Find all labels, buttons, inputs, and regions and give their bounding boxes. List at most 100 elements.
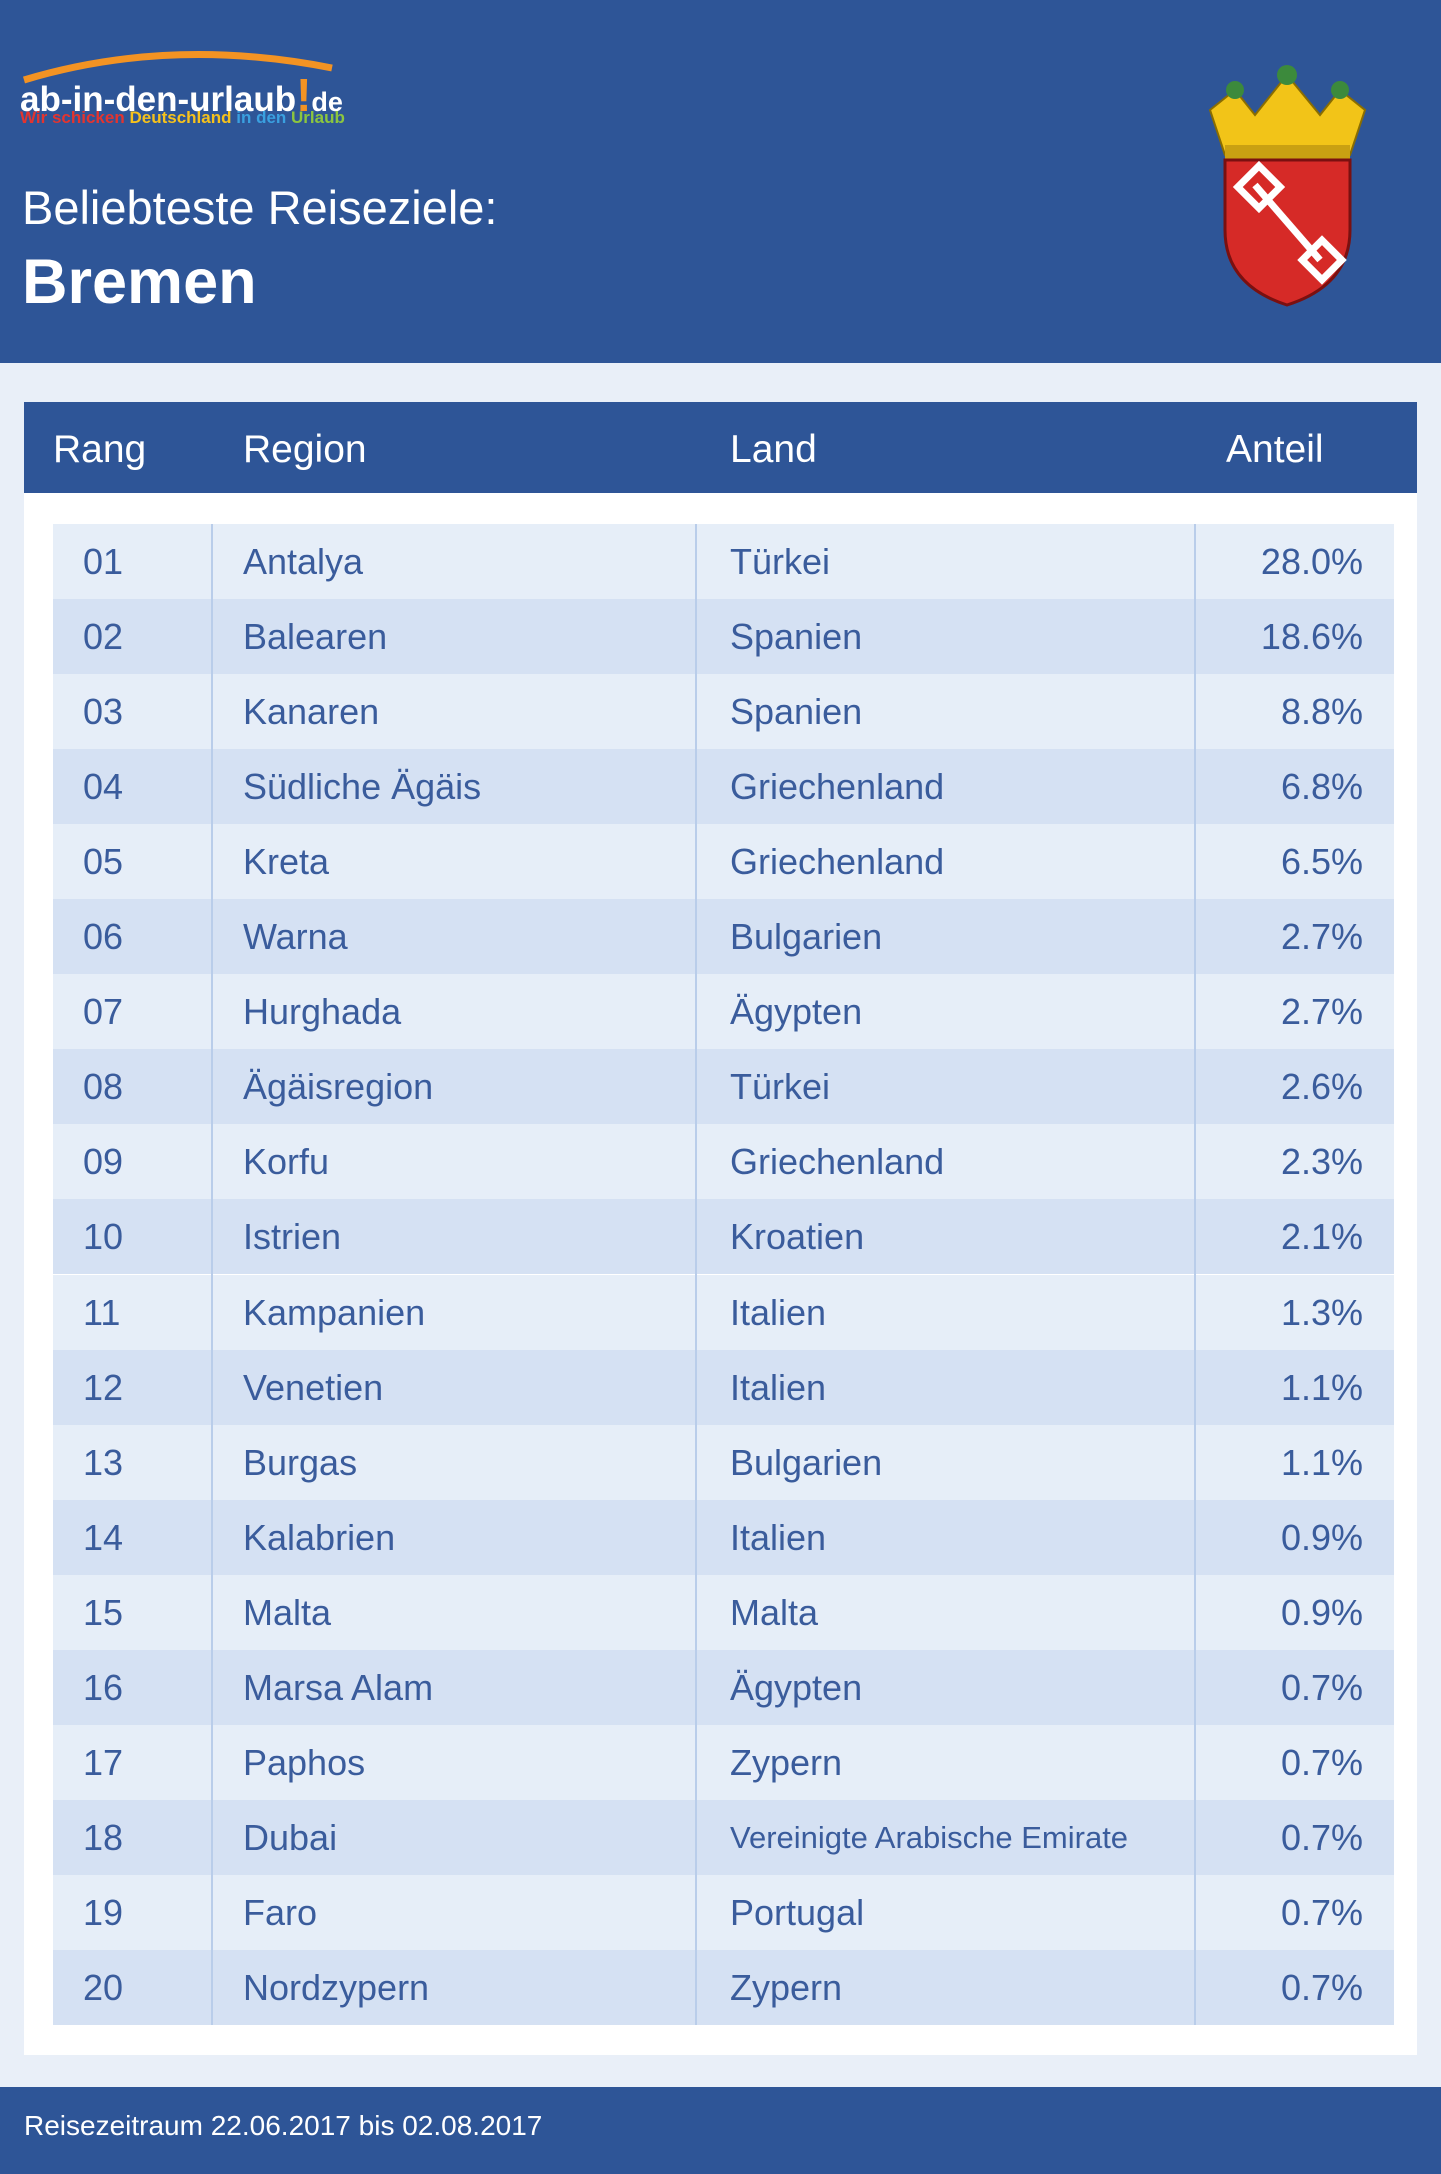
- rank: 08: [83, 1066, 124, 1108]
- logo-arc: [22, 51, 333, 84]
- column-header: Anteil: [1226, 428, 1324, 471]
- share: 2.7%: [1280, 916, 1363, 958]
- share: 18.6%: [1260, 616, 1363, 658]
- region: Ägäisregion: [243, 1066, 434, 1108]
- country: Kroatien: [730, 1216, 865, 1258]
- table-row: 03 Kanaren Spanien 8.8%: [53, 674, 1394, 750]
- region: Kalabrien: [243, 1516, 396, 1558]
- region: Hurghada: [243, 991, 402, 1033]
- country: Italien: [730, 1366, 827, 1408]
- region: Südliche Ägäis: [243, 766, 482, 808]
- region: Nordzypern: [243, 1966, 430, 2008]
- region: Burgas: [243, 1441, 358, 1483]
- rank: 13: [83, 1441, 124, 1483]
- region: Warna: [243, 916, 348, 958]
- tagline-part: Urlaub: [291, 108, 345, 127]
- share: 2.6%: [1280, 1066, 1363, 1108]
- share: 8.8%: [1280, 691, 1363, 733]
- rank: 05: [83, 841, 124, 883]
- country: Italien: [730, 1291, 827, 1333]
- table-row: 05 Kreta Griechenland 6.5%: [53, 824, 1394, 900]
- share: 0.9%: [1280, 1516, 1363, 1558]
- rank: 09: [83, 1141, 124, 1183]
- region: Balearen: [243, 616, 388, 658]
- country: Bulgarien: [730, 916, 883, 958]
- table-row: 07 Hurghada Ägypten 2.7%: [53, 974, 1394, 1050]
- table-header: [24, 402, 1417, 493]
- country: Malta: [730, 1591, 819, 1633]
- country: Zypern: [730, 1966, 843, 2008]
- region: Paphos: [243, 1741, 366, 1783]
- region: Kampanien: [243, 1291, 426, 1333]
- country: Spanien: [730, 616, 863, 658]
- table-row: 04 Südliche Ägäis Griechenland 6.8%: [53, 749, 1394, 825]
- logo-tagline: Wir schicken Deutschland in den Urlaub: [20, 108, 345, 128]
- table-row: 10 Istrien Kroatien 2.1%: [53, 1199, 1394, 1275]
- rank: 16: [83, 1666, 124, 1708]
- rank: 15: [83, 1591, 124, 1633]
- country: Ägypten: [730, 991, 863, 1033]
- region: Venetien: [243, 1366, 384, 1408]
- rank: 19: [83, 1891, 124, 1933]
- country: Türkei: [730, 1066, 831, 1108]
- country: Bulgarien: [730, 1441, 883, 1483]
- country: Spanien: [730, 691, 863, 733]
- table-row: 19 Faro Portugal 0.7%: [53, 1874, 1394, 1950]
- region: Istrien: [243, 1216, 342, 1258]
- region: Dubai: [243, 1816, 338, 1858]
- share: 6.8%: [1280, 766, 1363, 808]
- table-row: 13 Burgas Bulgarien 1.1%: [53, 1424, 1394, 1500]
- column-header: Rang: [53, 428, 147, 471]
- table-row: 20 Nordzypern Zypern 0.7%: [53, 1949, 1394, 2025]
- rank: 03: [83, 691, 124, 733]
- region: Korfu: [243, 1141, 330, 1183]
- share: 0.7%: [1280, 1891, 1363, 1933]
- table-row: 17 Paphos Zypern 0.7%: [53, 1724, 1394, 1800]
- rank: 06: [83, 916, 124, 958]
- rank: 01: [83, 541, 124, 582]
- share: 0.7%: [1280, 1741, 1363, 1783]
- country: Griechenland: [730, 1141, 945, 1183]
- country: Türkei: [730, 541, 831, 582]
- tagline-part: in den: [236, 108, 287, 127]
- column-separator: [695, 524, 697, 2025]
- title: Bremen: [22, 247, 257, 317]
- rank: 17: [83, 1741, 124, 1783]
- footer-text: Reisezeitraum 22.06.2017 bis 02.08.2017: [24, 2110, 543, 2141]
- region: Kreta: [243, 841, 330, 883]
- share: 1.1%: [1280, 1366, 1363, 1408]
- rank: 12: [83, 1366, 124, 1408]
- country: Griechenland: [730, 841, 945, 883]
- rank: 11: [83, 1291, 121, 1333]
- country: Italien: [730, 1516, 827, 1558]
- rank: 18: [83, 1816, 124, 1858]
- table-row: 12 Venetien Italien 1.1%: [53, 1349, 1394, 1425]
- column-separator: [1194, 524, 1196, 2025]
- table-row: 15 Malta Malta 0.9%: [53, 1574, 1394, 1650]
- share: 0.9%: [1280, 1591, 1363, 1633]
- share: 0.7%: [1280, 1966, 1363, 2008]
- logo-name: ab-in-den-urlaub: [20, 80, 297, 119]
- country: Portugal: [730, 1891, 865, 1933]
- logo-mark: !: [296, 69, 312, 121]
- share: 28.0%: [1260, 541, 1363, 582]
- region: Marsa Alam: [243, 1666, 434, 1708]
- share: 2.1%: [1280, 1216, 1363, 1258]
- country: Griechenland: [730, 766, 945, 808]
- table-row: 06 Warna Bulgarien 2.7%: [53, 899, 1394, 975]
- share: 6.5%: [1280, 841, 1363, 883]
- rank: 14: [83, 1516, 124, 1558]
- logo-domain: de: [311, 87, 343, 117]
- country: Zypern: [730, 1741, 843, 1783]
- table-row: 14 Kalabrien Italien 0.9%: [53, 1499, 1394, 1575]
- coat-of-arms: [1208, 65, 1367, 307]
- subtitle: Beliebteste Reiseziele:: [22, 181, 498, 234]
- region: Malta: [243, 1591, 332, 1633]
- column-separator: [211, 524, 213, 2025]
- share: 0.7%: [1280, 1816, 1363, 1858]
- column-header: Land: [730, 428, 817, 471]
- share: 1.3%: [1280, 1291, 1363, 1333]
- country: Ägypten: [730, 1666, 863, 1708]
- rank: 04: [83, 766, 124, 808]
